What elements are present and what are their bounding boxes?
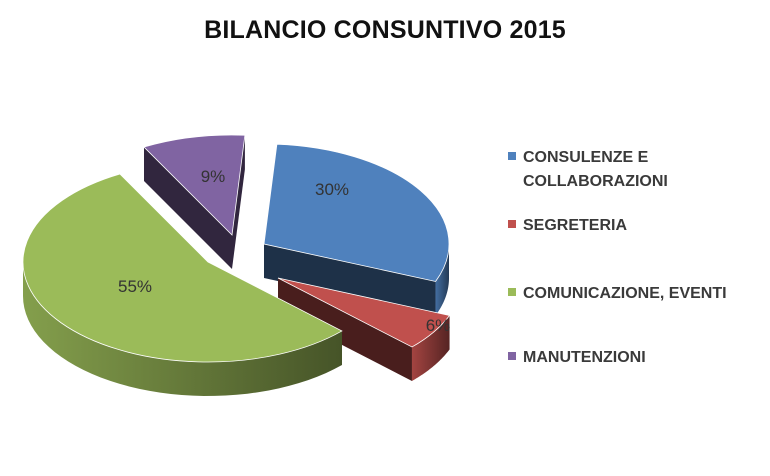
pie-slice-comunicazione-eventi bbox=[22, 173, 343, 363]
pie-slice-manutenzioni bbox=[143, 134, 246, 236]
legend-swatch bbox=[508, 220, 516, 228]
pie-slice-cut-face bbox=[278, 278, 412, 381]
legend-item: SEGRETERIA bbox=[508, 214, 753, 238]
legend-label: CONSULENZE E COLLABORAZIONI bbox=[523, 149, 668, 190]
legend-swatch bbox=[508, 288, 516, 296]
pie-slice-rim bbox=[23, 262, 342, 396]
legend-label: COMUNICAZIONE, EVENTI bbox=[523, 285, 727, 302]
legend-item: MANUTENZIONI bbox=[508, 346, 753, 370]
pie-slice-side bbox=[144, 135, 245, 269]
pie-slice-cut-face bbox=[232, 135, 245, 269]
pie-slice-rim bbox=[411, 315, 450, 381]
legend-label: SEGRETERIA bbox=[523, 217, 628, 234]
legend-label: MANUTENZIONI bbox=[523, 349, 646, 366]
pie-data-label: 30% bbox=[315, 180, 349, 199]
pie-data-label: 55% bbox=[118, 277, 152, 296]
legend-swatch bbox=[508, 352, 516, 360]
pie-data-label: 6% bbox=[426, 316, 451, 335]
legend-swatch bbox=[508, 152, 516, 160]
pie-slice-segreteria bbox=[277, 277, 451, 348]
pie-slice-rim bbox=[435, 244, 449, 316]
legend-item: COMUNICAZIONE, EVENTI bbox=[508, 282, 753, 306]
pie-slice-cut-face bbox=[264, 244, 436, 316]
pie-data-label: 9% bbox=[201, 167, 226, 186]
legend-item: CONSULENZE E COLLABORAZIONI bbox=[508, 146, 753, 194]
chart-title: BILANCIO CONSUNTIVO 2015 bbox=[204, 16, 566, 44]
pie-slice-consulenze-e-collaborazioni bbox=[263, 143, 450, 282]
pie-slice-cut-face bbox=[144, 147, 232, 269]
